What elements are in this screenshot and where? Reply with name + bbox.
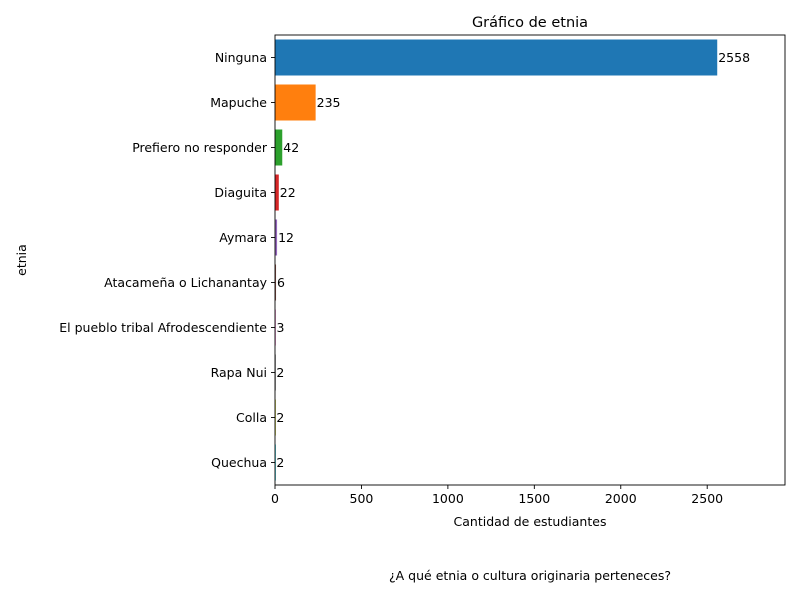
y-tick-label: Diaguita	[214, 185, 267, 200]
x-tick-label: 500	[350, 491, 374, 506]
y-tick-label: Quechua	[211, 455, 267, 470]
bar-3	[275, 174, 279, 211]
y-tick-label: Prefiero no responder	[132, 140, 268, 155]
x-tick-label: 1500	[518, 491, 550, 506]
y-tick-label: Rapa Nui	[211, 365, 267, 380]
y-tick-label: Ninguna	[215, 50, 267, 65]
bar-1	[275, 84, 316, 121]
y-tick-labels: Ninguna Mapuche Prefiero no responder Diagu…	[59, 50, 275, 470]
chart-title: Gráfico de etnia	[472, 15, 588, 31]
x-tick-label: 0	[271, 491, 279, 506]
value-label: 6	[277, 275, 285, 290]
y-tick-label: Colla	[236, 410, 267, 425]
x-tick-label: 1000	[432, 491, 464, 506]
plot-frame	[274, 34, 786, 486]
y-tick-label: Mapuche	[210, 95, 267, 110]
bar-0	[275, 39, 718, 76]
value-label: 2	[276, 410, 284, 425]
value-label: 12	[278, 230, 294, 245]
x-tick-labels: 0 500 1000 1500 2000 2500	[271, 485, 723, 506]
question-caption: ¿A qué etnia o cultura originaria perten…	[389, 568, 671, 583]
value-label: 22	[280, 185, 296, 200]
value-label: 2	[276, 455, 284, 470]
bar-2	[275, 129, 283, 166]
y-tick-label: Aymara	[219, 230, 267, 245]
bar-4	[275, 219, 278, 256]
x-tick-label: 2500	[691, 491, 723, 506]
value-label: 2	[276, 365, 284, 380]
y-tick-label: Atacameña o Lichanantay	[104, 275, 267, 290]
y-axis-label: etnia	[14, 244, 29, 276]
value-label: 2558	[718, 50, 750, 65]
y-tick-label: El pueblo tribal Afrodescendiente	[59, 320, 267, 335]
bar-5	[275, 264, 277, 301]
value-label: 235	[317, 95, 341, 110]
x-tick-label: 2000	[605, 491, 637, 506]
x-axis-label: Cantidad de estudiantes	[454, 514, 607, 529]
bars-group	[275, 39, 718, 481]
value-label: 42	[283, 140, 299, 155]
value-label: 3	[277, 320, 285, 335]
